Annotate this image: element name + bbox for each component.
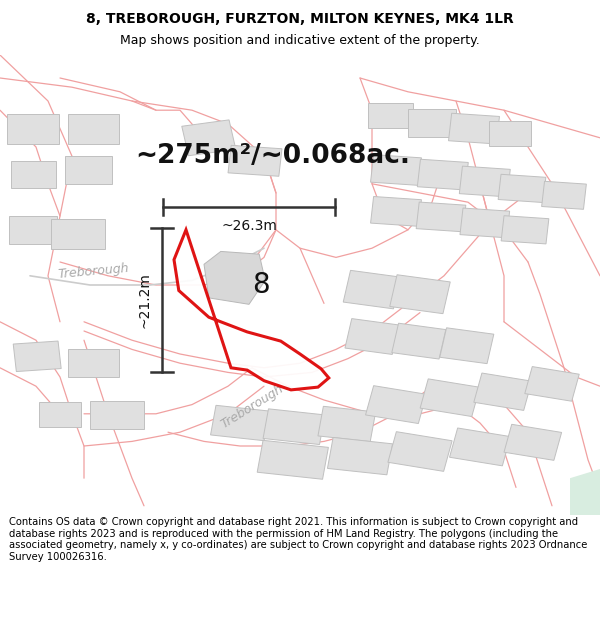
Polygon shape [90, 401, 144, 429]
Polygon shape [11, 161, 56, 188]
Polygon shape [9, 216, 57, 244]
Polygon shape [489, 121, 531, 146]
Polygon shape [67, 349, 119, 377]
Polygon shape [542, 181, 586, 209]
Polygon shape [65, 156, 112, 184]
Polygon shape [51, 219, 105, 249]
Polygon shape [67, 114, 119, 144]
Polygon shape [182, 120, 236, 156]
Polygon shape [416, 202, 466, 232]
Polygon shape [318, 406, 376, 441]
Polygon shape [328, 438, 392, 475]
Text: 8: 8 [252, 271, 270, 299]
Text: Treborough: Treborough [57, 262, 129, 281]
Polygon shape [388, 432, 452, 471]
Polygon shape [204, 251, 265, 304]
Polygon shape [449, 113, 499, 144]
Text: ~275m²/~0.068ac.: ~275m²/~0.068ac. [136, 143, 410, 169]
Polygon shape [460, 208, 509, 238]
Text: ~26.3m: ~26.3m [221, 219, 277, 233]
Polygon shape [365, 386, 427, 424]
Polygon shape [392, 323, 446, 359]
Polygon shape [420, 379, 480, 416]
Polygon shape [525, 367, 579, 401]
Polygon shape [371, 154, 421, 186]
Polygon shape [440, 328, 494, 364]
Text: 8, TREBOROUGH, FURZTON, MILTON KEYNES, MK4 1LR: 8, TREBOROUGH, FURZTON, MILTON KEYNES, M… [86, 12, 514, 26]
Polygon shape [501, 216, 549, 244]
Polygon shape [460, 166, 510, 197]
Polygon shape [498, 174, 546, 203]
Polygon shape [39, 402, 81, 428]
Polygon shape [345, 319, 399, 354]
Polygon shape [474, 373, 532, 411]
Polygon shape [7, 114, 59, 144]
Text: Treborough: Treborough [218, 382, 286, 431]
Polygon shape [211, 406, 269, 441]
Polygon shape [504, 424, 562, 461]
Text: ~21.2m: ~21.2m [137, 272, 151, 328]
Polygon shape [367, 103, 413, 128]
Polygon shape [263, 409, 325, 444]
Polygon shape [570, 469, 600, 515]
Text: Contains OS data © Crown copyright and database right 2021. This information is : Contains OS data © Crown copyright and d… [9, 518, 587, 562]
Polygon shape [418, 159, 468, 190]
Polygon shape [174, 230, 329, 390]
Polygon shape [228, 146, 282, 176]
Polygon shape [371, 196, 421, 226]
Polygon shape [257, 441, 328, 479]
Polygon shape [390, 275, 450, 314]
Polygon shape [13, 341, 61, 371]
Polygon shape [449, 428, 511, 466]
Polygon shape [343, 271, 401, 309]
Polygon shape [408, 109, 456, 137]
Text: Map shows position and indicative extent of the property.: Map shows position and indicative extent… [120, 34, 480, 47]
